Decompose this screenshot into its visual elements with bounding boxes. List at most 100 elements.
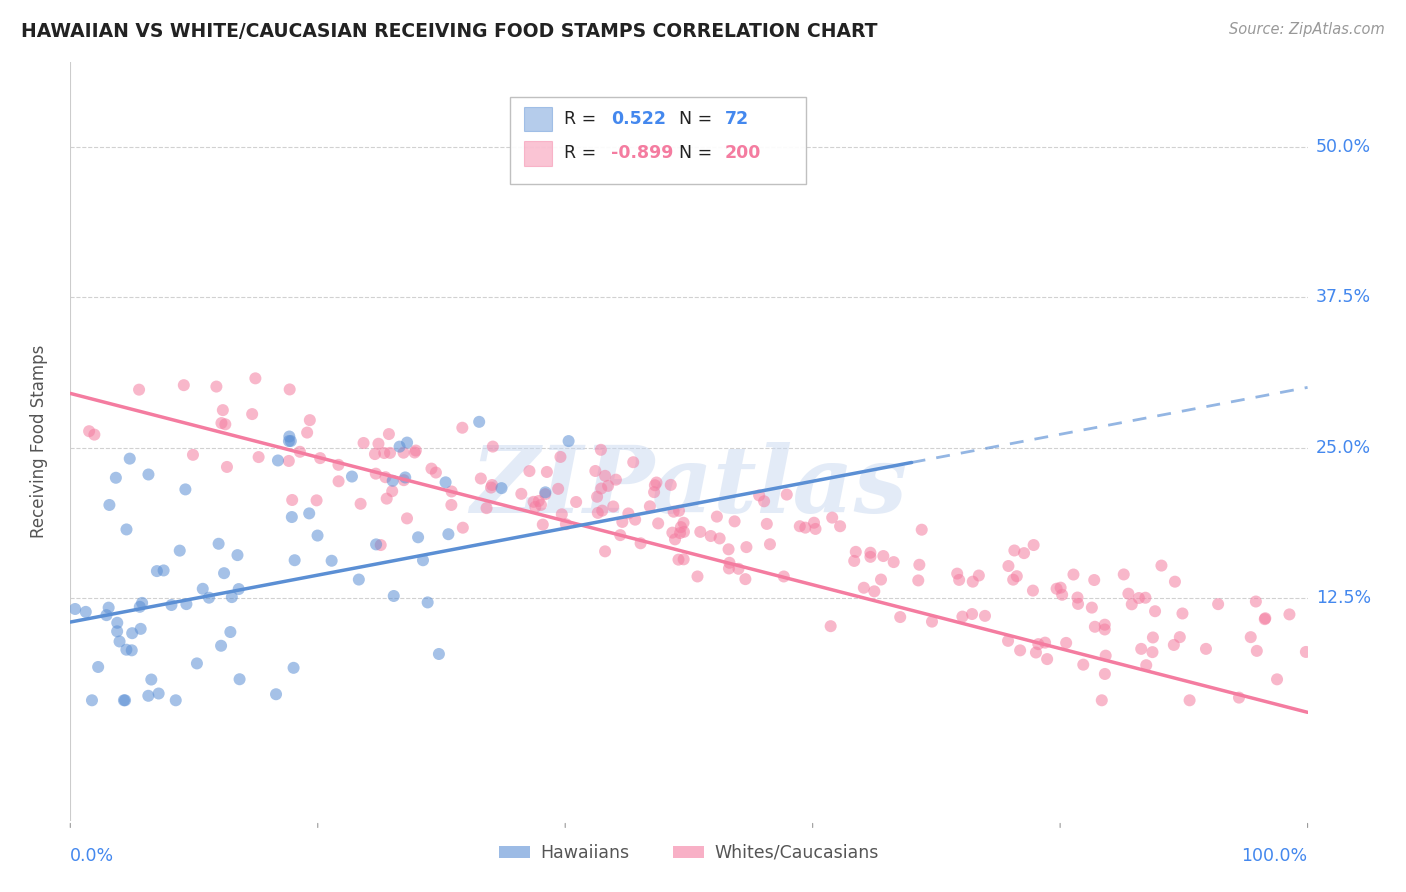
Text: Receiving Food Stamps: Receiving Food Stamps [31, 345, 48, 538]
Point [1002, 543, 1025, 558]
Point [136, 689, 159, 703]
Text: 0.522: 0.522 [612, 111, 666, 128]
Point [908, 558, 931, 572]
Point [340, 469, 363, 483]
Point [295, 425, 318, 440]
Point [186, 657, 208, 671]
Point [1142, 645, 1164, 659]
Point [1178, 693, 1201, 707]
Point [1135, 658, 1157, 673]
Point [305, 493, 328, 508]
Point [1128, 591, 1150, 605]
Text: 100.0%: 100.0% [1241, 847, 1308, 865]
Point [80, 693, 103, 707]
Point [75, 605, 97, 619]
Point [205, 379, 228, 393]
Point [621, 455, 644, 469]
Point [551, 508, 574, 522]
Point [557, 434, 579, 448]
Point [706, 509, 728, 524]
Point [420, 461, 443, 475]
Point [950, 609, 973, 624]
Point [288, 444, 311, 458]
Point [321, 554, 343, 568]
Point [1246, 644, 1268, 658]
Point [373, 446, 395, 460]
Point [550, 450, 572, 464]
Point [83, 427, 105, 442]
Point [152, 564, 174, 578]
Text: 200: 200 [725, 145, 761, 162]
Point [211, 403, 233, 417]
Point [165, 693, 187, 707]
Point [689, 524, 711, 539]
Point [240, 407, 263, 421]
Point [378, 446, 401, 460]
Point [221, 590, 243, 604]
Point [1135, 591, 1157, 605]
Point [378, 427, 401, 442]
Point [586, 490, 609, 504]
Point [519, 464, 541, 478]
Point [596, 479, 619, 493]
Point [176, 597, 198, 611]
Legend: Hawaiians, Whites/Caucasians: Hawaiians, Whites/Caucasians [492, 837, 886, 869]
Point [173, 378, 195, 392]
Point [364, 447, 387, 461]
Point [536, 465, 558, 479]
Point [440, 484, 463, 499]
Point [298, 507, 321, 521]
Point [605, 473, 627, 487]
Point [1049, 581, 1071, 595]
Point [451, 421, 474, 435]
Point [1012, 546, 1035, 560]
Text: R =: R = [564, 111, 602, 128]
Point [844, 554, 866, 568]
Point [661, 525, 683, 540]
Point [1081, 600, 1104, 615]
Point [207, 537, 229, 551]
Point [1036, 652, 1059, 666]
Point [367, 436, 389, 450]
Point [181, 448, 204, 462]
Point [247, 450, 270, 464]
Point [278, 383, 301, 397]
Point [638, 500, 661, 514]
Point [911, 523, 934, 537]
Point [700, 529, 723, 543]
Point [1026, 637, 1049, 651]
Point [364, 467, 387, 481]
Point [228, 672, 250, 686]
Point [427, 647, 450, 661]
Text: N =: N = [679, 145, 718, 162]
Point [669, 526, 692, 541]
Point [364, 537, 387, 551]
Point [534, 487, 557, 501]
Point [659, 478, 682, 492]
Point [307, 528, 329, 542]
Text: 25.0%: 25.0% [1316, 439, 1371, 457]
Point [1045, 582, 1067, 596]
Point [1025, 646, 1047, 660]
Point [669, 520, 692, 534]
Point [1164, 574, 1187, 589]
Point [644, 478, 666, 492]
Point [593, 544, 616, 558]
Point [752, 494, 775, 508]
Point [440, 498, 463, 512]
Point [612, 515, 634, 529]
Point [160, 598, 183, 612]
Point [534, 485, 557, 500]
Point [974, 608, 997, 623]
Point [672, 552, 695, 566]
Point [1084, 620, 1107, 634]
Point [845, 545, 868, 559]
Point [717, 542, 740, 557]
Point [284, 553, 307, 567]
Point [392, 445, 415, 459]
Point [104, 471, 127, 485]
Point [1091, 693, 1114, 707]
Point [96, 608, 118, 623]
Point [668, 504, 690, 518]
Point [63, 602, 86, 616]
